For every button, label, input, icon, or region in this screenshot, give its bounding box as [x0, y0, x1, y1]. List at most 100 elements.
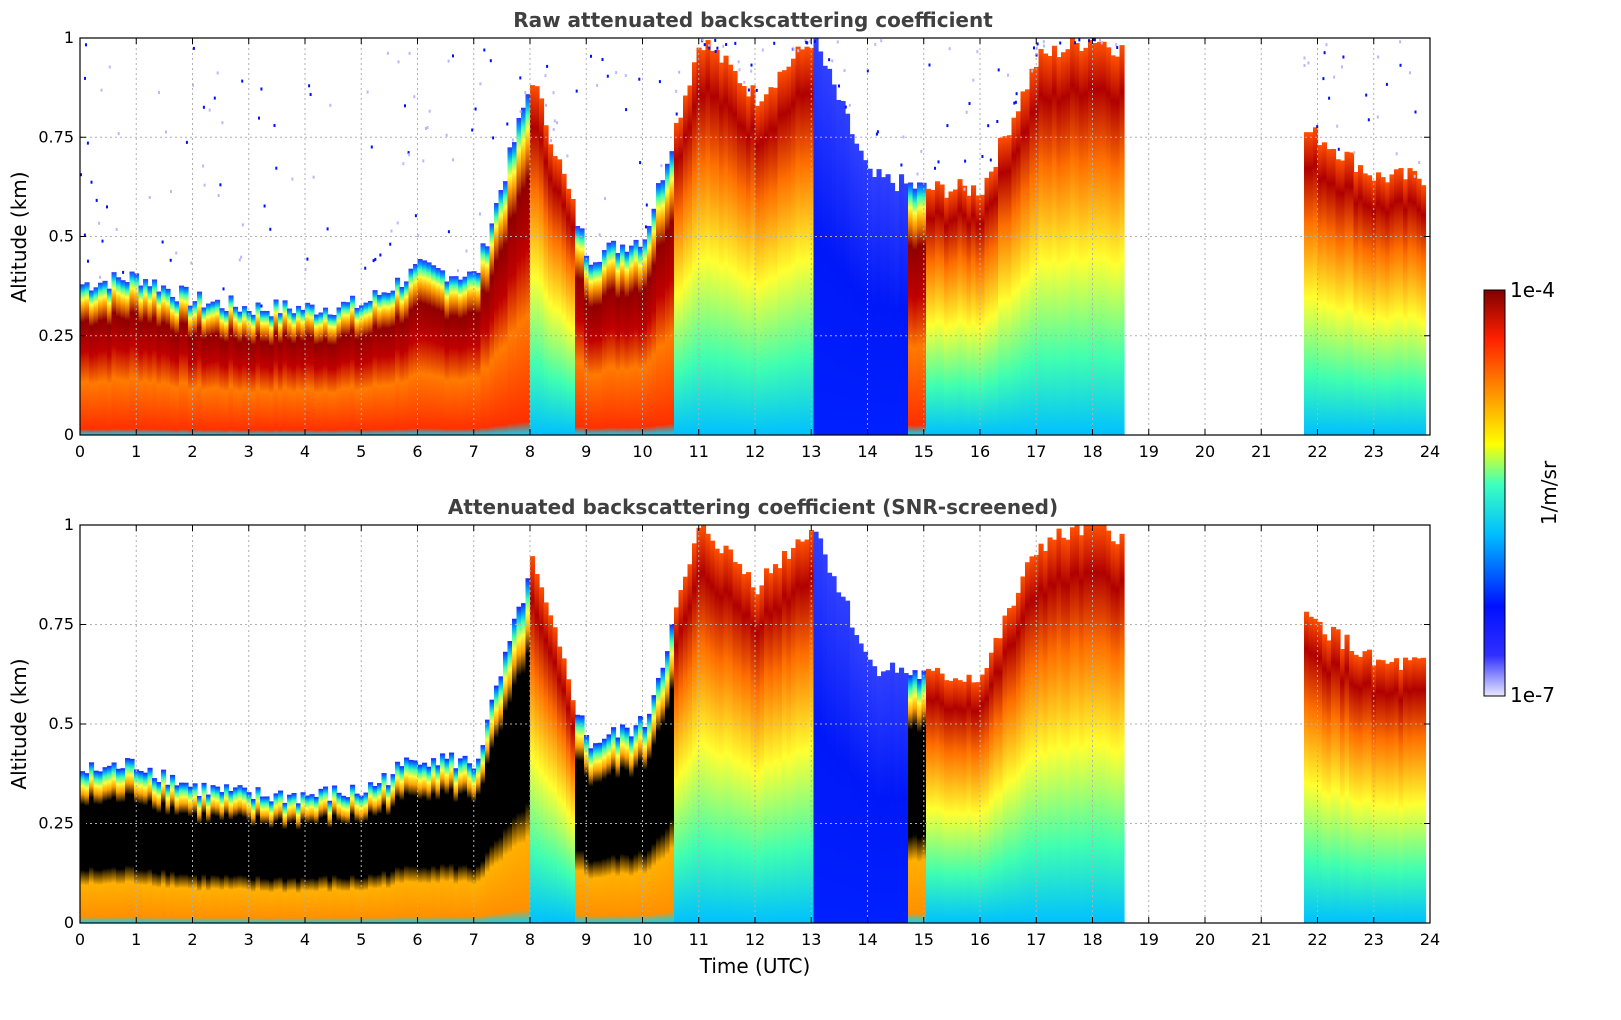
heatmap-column [696, 47, 702, 435]
x-tick-label: 1 [131, 930, 141, 949]
noise-speckle [175, 251, 178, 255]
noise-speckle [1399, 40, 1402, 44]
noise-speckle [263, 204, 266, 208]
heatmap-column [84, 773, 90, 923]
heatmap-column [890, 662, 896, 923]
heatmap-column [462, 276, 468, 435]
heatmap-column [152, 778, 158, 923]
heatmap-column [737, 563, 743, 923]
noise-speckle [474, 107, 477, 111]
heatmap-column [1025, 562, 1031, 923]
heatmap-column [890, 182, 896, 435]
x-tick-label: 24 [1420, 442, 1440, 461]
heatmap-column [242, 306, 248, 435]
heatmap-column [903, 673, 909, 923]
heatmap-column [368, 782, 374, 923]
heatmap-column [138, 770, 144, 923]
heatmap-column [1119, 45, 1125, 436]
heatmap-column [620, 244, 626, 435]
noise-speckle [722, 44, 725, 48]
noise-speckle [725, 43, 728, 46]
heatmap-column [1367, 175, 1373, 435]
noise-speckle [937, 160, 940, 164]
heatmap-column [1403, 657, 1409, 923]
heatmap-column [980, 674, 986, 923]
heatmap-column [1317, 145, 1323, 435]
heatmap-column [287, 308, 293, 435]
panel-2-ylabel: Altitude (km) [7, 658, 31, 789]
heatmap-column [444, 281, 450, 435]
noise-speckle [192, 83, 194, 87]
heatmap-column [179, 285, 185, 435]
noise-speckle [734, 41, 737, 45]
heatmap-column [192, 301, 198, 435]
heatmap-column [584, 735, 590, 923]
heatmap-column [593, 262, 599, 435]
noise-speckle [1395, 152, 1398, 156]
noise-speckle [389, 242, 392, 246]
heatmap-column [341, 795, 347, 923]
heatmap-column [759, 101, 765, 435]
heatmap-column [426, 262, 432, 435]
noise-speckle [828, 58, 831, 62]
heatmap-column [489, 699, 495, 923]
heatmap-column [998, 137, 1004, 435]
heatmap-column [435, 765, 441, 923]
noise-speckle [408, 51, 411, 55]
heatmap-column [219, 792, 225, 923]
heatmap-column [899, 667, 905, 923]
noise-speckle [1307, 61, 1310, 65]
noise-speckle [544, 74, 547, 78]
noise-speckle [202, 164, 205, 168]
noise-speckle [773, 41, 776, 45]
x-tick-label: 24 [1420, 930, 1440, 949]
heatmap-column [759, 585, 765, 923]
heatmap-column [278, 313, 284, 435]
noise-speckle [489, 59, 492, 63]
heatmap-column [165, 784, 171, 923]
noise-speckle [675, 112, 678, 116]
heatmap-column [129, 758, 135, 923]
heatmap-column [665, 651, 671, 923]
noise-speckle [1353, 151, 1356, 155]
panel-1-ticks: 0 1 2 3 4 5 6 7 8 9 10 11 12 13 14 15 16 17 18 19 20 21 22 23 24… [38, 28, 1440, 461]
noise-speckle [997, 68, 1000, 72]
heatmap-column [651, 208, 657, 435]
heatmap-column [125, 758, 131, 923]
heatmap-column [152, 279, 158, 435]
heatmap-column [723, 545, 729, 923]
heatmap-column [1385, 663, 1391, 923]
heatmap-column [503, 181, 509, 435]
noise-speckle [714, 50, 717, 53]
heatmap-column [557, 159, 563, 435]
noise-speckle [1399, 63, 1402, 67]
heatmap-column [804, 46, 810, 435]
heatmap-column [1308, 616, 1314, 923]
heatmap-column [687, 564, 693, 923]
heatmap-column [858, 150, 864, 435]
heatmap-column [993, 166, 999, 435]
heatmap-column [683, 95, 689, 435]
heatmap-column [233, 787, 239, 923]
heatmap-column [552, 156, 558, 435]
x-tick-label: 8 [525, 442, 535, 461]
heatmap-column [458, 279, 464, 435]
heatmap-column [872, 177, 878, 435]
heatmap-column [692, 62, 698, 435]
heatmap-column [849, 627, 855, 923]
noise-speckle [1033, 46, 1035, 50]
heatmap-column [233, 306, 239, 435]
heatmap-column [908, 675, 914, 923]
heatmap-column [449, 276, 455, 435]
x-tick-label: 23 [1364, 930, 1384, 949]
heatmap-column [242, 787, 248, 923]
heatmap-column [399, 287, 405, 435]
heatmap-column [930, 670, 936, 923]
noise-speckle [1376, 115, 1379, 119]
heatmap-column [1043, 53, 1049, 435]
heatmap-column [341, 301, 347, 435]
heatmap-column [440, 753, 446, 923]
noise-speckle [987, 124, 990, 128]
heatmap-column [912, 188, 918, 435]
panel-2-grid [80, 525, 1430, 923]
